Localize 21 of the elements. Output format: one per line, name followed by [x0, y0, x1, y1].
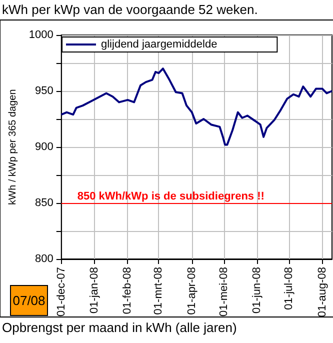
y-tick-label: 800 [35, 253, 54, 265]
y-tick-label: 950 [35, 85, 54, 97]
text: Opbrengst per maand in kWh (alle jaren) [2, 320, 237, 335]
x-tick-label: 01-jan-08 [88, 267, 101, 314]
x-tick-label: 01-jun-08 [251, 267, 264, 314]
line-series [60, 68, 333, 146]
text: 07/08 [12, 293, 46, 308]
chart-title: kWh per kWp van de voorgaande 52 weken. [2, 2, 258, 17]
y-axis-title: kWh / kWp per 365 dagen [8, 89, 18, 205]
x-tick-label: 01-dec-07 [55, 267, 68, 317]
x-tick-label: 01-feb-08 [122, 267, 134, 314]
x-tick-label: 01-jul-08 [283, 267, 296, 310]
x-tick-label: 01-mei-08 [218, 267, 230, 317]
x-tick-label: 01-mrt-08 [152, 267, 165, 315]
ref-line-label: 850 kWh/kWp is de subsidiegrens !! [77, 190, 264, 202]
x-tick-label: 01-aug-08 [316, 267, 328, 318]
y-tick-label: 1000 [28, 29, 54, 41]
y-tick-label: 900 [35, 141, 54, 153]
y-tick-label: 850 [35, 197, 54, 209]
x-tick-label: 01-apr-08 [186, 267, 198, 315]
legend-label: glijdend jaargemiddelde [101, 38, 218, 50]
